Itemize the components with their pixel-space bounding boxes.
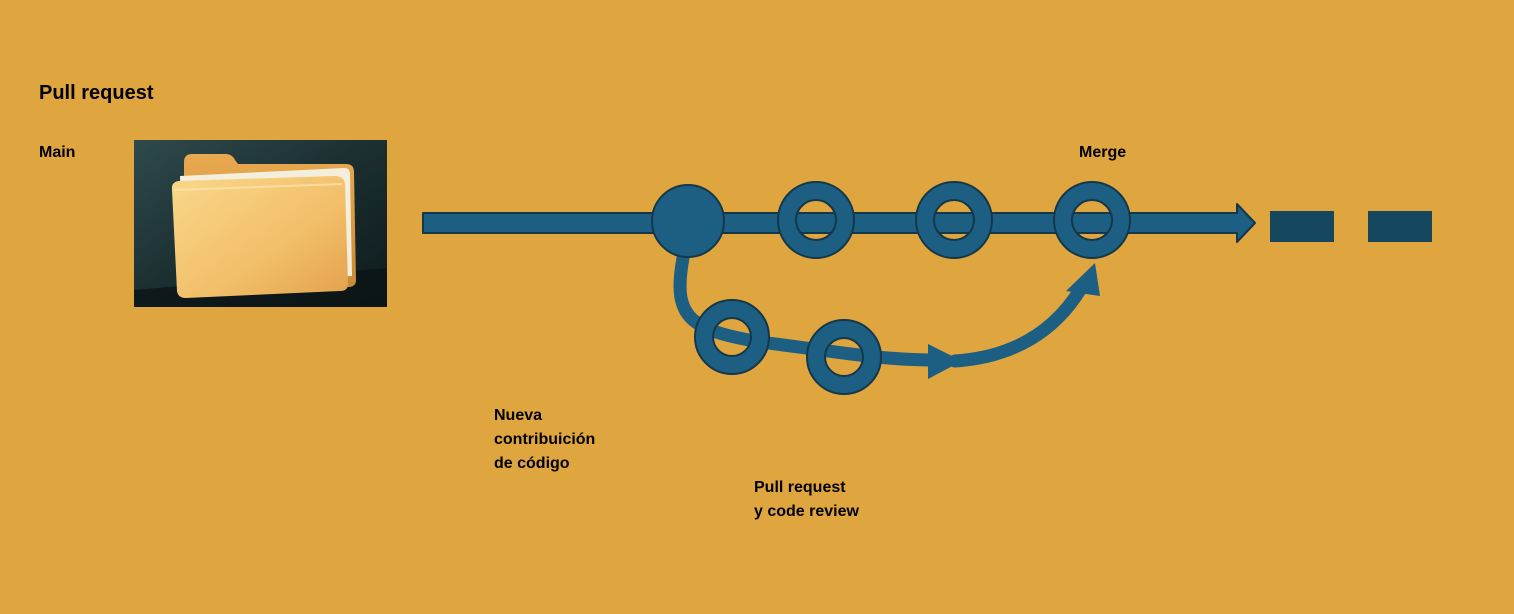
branch-point-commit bbox=[651, 184, 725, 258]
pull-request-review-line: y code review bbox=[754, 503, 859, 520]
new-contribution-line: de código bbox=[494, 455, 570, 472]
new-contribution-line: Nueva bbox=[494, 407, 543, 424]
new-contribution-line: contribuición bbox=[494, 431, 596, 448]
diagram-title: Pull request bbox=[39, 82, 154, 104]
pull-request-review-line: Pull request bbox=[754, 479, 846, 496]
pull-request-review-label: Pull request y code review bbox=[754, 476, 859, 524]
feature-branch-arrowhead bbox=[928, 344, 962, 379]
merge-line bbox=[948, 283, 1087, 368]
main-branch-label: Main bbox=[39, 144, 76, 161]
continuation-dash bbox=[1270, 211, 1334, 242]
merge-arrowhead bbox=[1066, 263, 1100, 296]
folder-image bbox=[134, 140, 387, 307]
merge-commit bbox=[1055, 183, 1129, 257]
continuation-dash bbox=[1368, 211, 1432, 242]
merge-label: Merge bbox=[1079, 144, 1127, 161]
folder-icon bbox=[134, 140, 387, 307]
main-commit bbox=[779, 183, 853, 257]
main-commit bbox=[917, 183, 991, 257]
new-contribution-label: Nueva contribuición de código bbox=[494, 404, 595, 476]
feature-commit bbox=[696, 301, 768, 373]
feature-commit bbox=[808, 321, 880, 393]
